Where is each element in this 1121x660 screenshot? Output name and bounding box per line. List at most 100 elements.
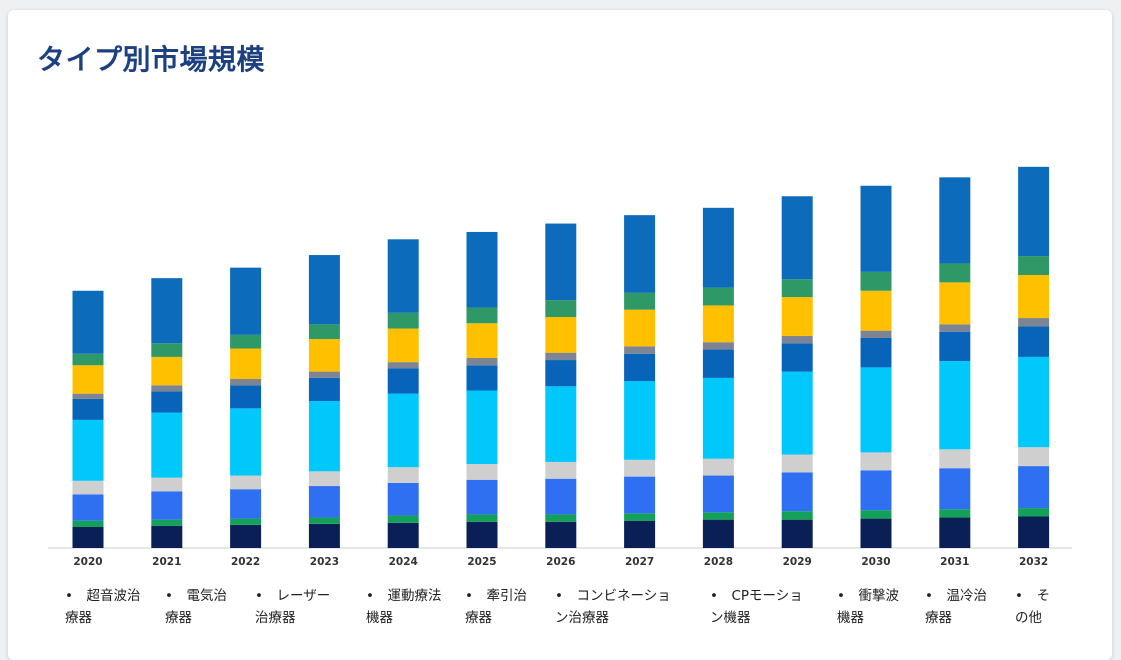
bar-segment-2024-6 [387,368,419,394]
x-tick-label: 2028 [704,556,733,568]
bar-segment-2021-10 [151,278,183,344]
chart-legend: • 超音波治 療器 • 電気治 療器 • レーザー 治療器 • 運動療法 機器 • 牽引治 療器 •… [8,585,1112,645]
bar-segment-2020-7 [72,393,104,399]
bar-segment-2030-1 [860,518,892,548]
bar-segment-2032-5 [1018,356,1050,448]
bar-segment-2025-5 [466,390,498,464]
bar-segment-2032-7 [1018,318,1050,327]
bar-segment-2027-5 [624,381,656,460]
bar-segment-2021-2 [151,519,183,526]
legend-item: • その他 [1015,585,1050,629]
bar-segment-2022-10 [230,267,262,335]
x-tick-label: 2026 [546,556,575,568]
bar-segment-2028-10 [702,207,734,288]
bar-segment-2026-5 [545,386,577,462]
x-tick-label: 2022 [231,556,260,568]
bar-segment-2025-2 [466,514,498,522]
legend-item-label: • 温冷治 [925,588,987,604]
bar-segment-2029-3 [781,472,813,512]
x-tick-label: 2020 [73,556,102,568]
x-tick-label: 2021 [152,556,181,568]
bar-segment-2029-6 [781,343,813,372]
bar-segment-2028-7 [702,342,734,350]
bar-segment-2032-8 [1018,275,1050,319]
bar-segment-2026-8 [545,317,577,353]
bar-segment-2024-9 [387,312,419,329]
legend-item-label-continued: 療器 [165,610,192,626]
bar-segment-2028-3 [702,475,734,513]
bar-segment-2020-5 [72,419,104,481]
legend-item-label: • レーザー [255,588,331,604]
legend-item-label: • 牽引治 [465,588,527,604]
x-tick-label: 2027 [625,556,654,568]
bar-segment-2026-4 [545,461,577,479]
bar-segment-2021-7 [151,385,183,392]
page-title: タイプ別市場規模 [37,43,266,76]
bar-segment-2023-5 [308,401,340,472]
bar-segment-2024-2 [387,515,419,523]
x-tick-label: 2030 [861,556,890,568]
bar-segment-2025-6 [466,365,498,391]
bar-segment-2032-4 [1018,447,1050,467]
bar-segment-2020-8 [72,365,104,394]
bar-segment-2026-2 [545,514,577,522]
legend-item-label: • そ [1015,588,1050,604]
bar-segment-2023-6 [308,377,340,401]
bar-segment-2021-6 [151,391,183,413]
bar-segment-2030-4 [860,452,892,471]
bar-segment-2021-5 [151,412,183,478]
bar-segment-2029-9 [781,279,813,298]
bar-segment-2027-9 [624,292,656,310]
bar-segment-2020-6 [72,398,104,420]
bar-segment-2027-6 [624,353,656,382]
bar-segment-2022-5 [230,408,262,476]
bar-segment-2027-7 [624,346,656,354]
bar-segment-2024-8 [387,328,419,363]
x-tick-label: 2029 [783,556,812,568]
legend-item-label-continued: 機器 [837,610,864,626]
bar-segment-2026-9 [545,300,577,317]
bar-segment-2030-2 [860,510,892,519]
bar-segment-2024-7 [387,362,419,369]
bar-segment-2024-3 [387,482,419,516]
bar-segment-2029-1 [781,519,813,548]
bar-segment-2025-8 [466,323,498,358]
x-tick-label: 2032 [1019,556,1048,568]
legend-item-label-continued: ン機器 [710,610,751,626]
bar-segment-2027-8 [624,309,656,347]
legend-item-label-continued: 療器 [65,610,92,626]
bar-segment-2023-3 [308,486,340,518]
bar-segment-2031-8 [939,282,971,325]
bar-segment-2032-2 [1018,508,1050,517]
bar-segment-2030-3 [860,470,892,511]
chart-card: タイプ別市場規模 2020 2021 2022 2023 2024 2025 2026 202… [8,10,1112,660]
x-tick-label: 2031 [940,556,969,568]
legend-item: • 運動療法 機器 [366,585,441,629]
bar-segment-2022-3 [230,489,262,519]
bar-segment-2028-5 [702,377,734,459]
legend-item: • レーザー 治療器 [255,585,330,629]
bar-segment-2029-10 [781,196,813,280]
legend-item-label: • 衝撃波 [837,588,899,604]
bar-segment-2022-7 [230,378,262,386]
bar-segment-2023-7 [308,371,340,378]
bar-segment-2031-2 [939,509,971,518]
bar-segment-2032-10 [1018,166,1050,257]
legend-item-label: • CPモーショ [710,588,803,604]
bar-segment-2025-10 [466,231,498,308]
bar-segment-2025-4 [466,464,498,480]
bar-segment-2026-6 [545,360,577,387]
bar-segment-2026-10 [545,223,577,301]
legend-item-label-continued: ン治療器 [555,610,609,626]
bar-segment-2032-6 [1018,326,1050,357]
bar-segment-2022-6 [230,385,262,409]
bar-segment-2030-5 [860,367,892,453]
legend-item: • 温冷治 療器 [925,585,987,629]
bar-segment-2024-1 [387,522,419,548]
bar-segment-2022-4 [230,475,262,490]
bar-segment-2028-4 [702,458,734,476]
x-tick-label: 2025 [467,556,496,568]
legend-item-label-continued: 機器 [366,610,393,626]
legend-item-label-continued: の他 [1015,610,1042,626]
bar-segment-2020-1 [72,527,104,548]
